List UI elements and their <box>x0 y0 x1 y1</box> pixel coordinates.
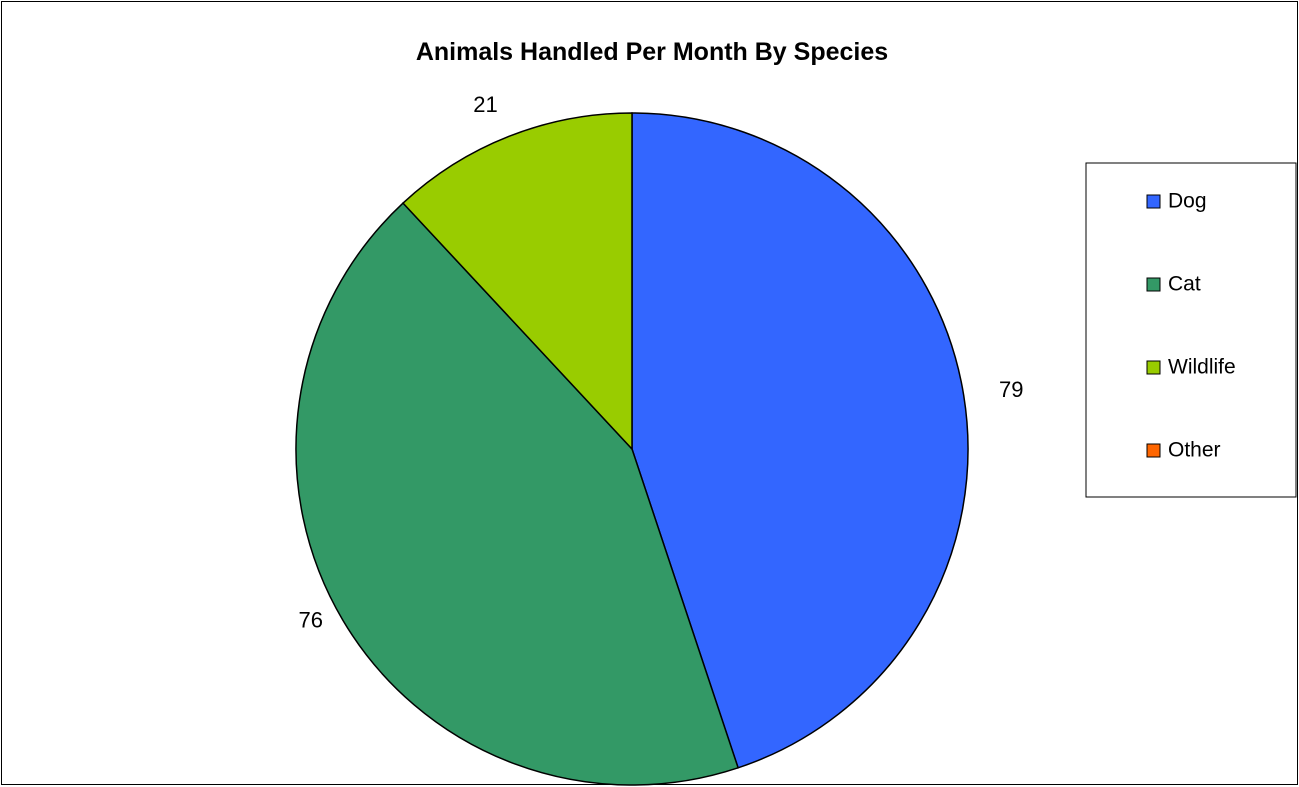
legend-label-dog: Dog <box>1168 190 1207 213</box>
data-label-cat: 76 <box>298 608 322 633</box>
pie-slices <box>295 112 969 786</box>
pie-slice-wildlife <box>401 112 633 451</box>
legend: Dog Cat Wildlife Other <box>1085 162 1297 498</box>
data-labels: 79 76 21 <box>298 92 1023 633</box>
legend-label-cat: Cat <box>1168 273 1201 296</box>
legend-label-other: Other <box>1168 439 1221 462</box>
chart-title: Animals Handled Per Month By Species <box>416 38 888 66</box>
legend-swatch-other <box>1146 443 1161 458</box>
legend-swatch-cat <box>1146 277 1161 292</box>
legend-swatch-wildlife <box>1146 360 1161 375</box>
data-label-dog: 79 <box>999 377 1023 402</box>
legend-label-wildlife: Wildlife <box>1168 356 1236 379</box>
legend-box <box>1085 162 1297 498</box>
pie-slice-cat <box>295 202 740 786</box>
legend-items: Dog Cat Wildlife Other <box>1146 190 1236 462</box>
pie-slice-dog <box>631 112 969 769</box>
legend-swatch-dog <box>1146 194 1161 209</box>
data-label-wildlife: 21 <box>473 92 497 117</box>
